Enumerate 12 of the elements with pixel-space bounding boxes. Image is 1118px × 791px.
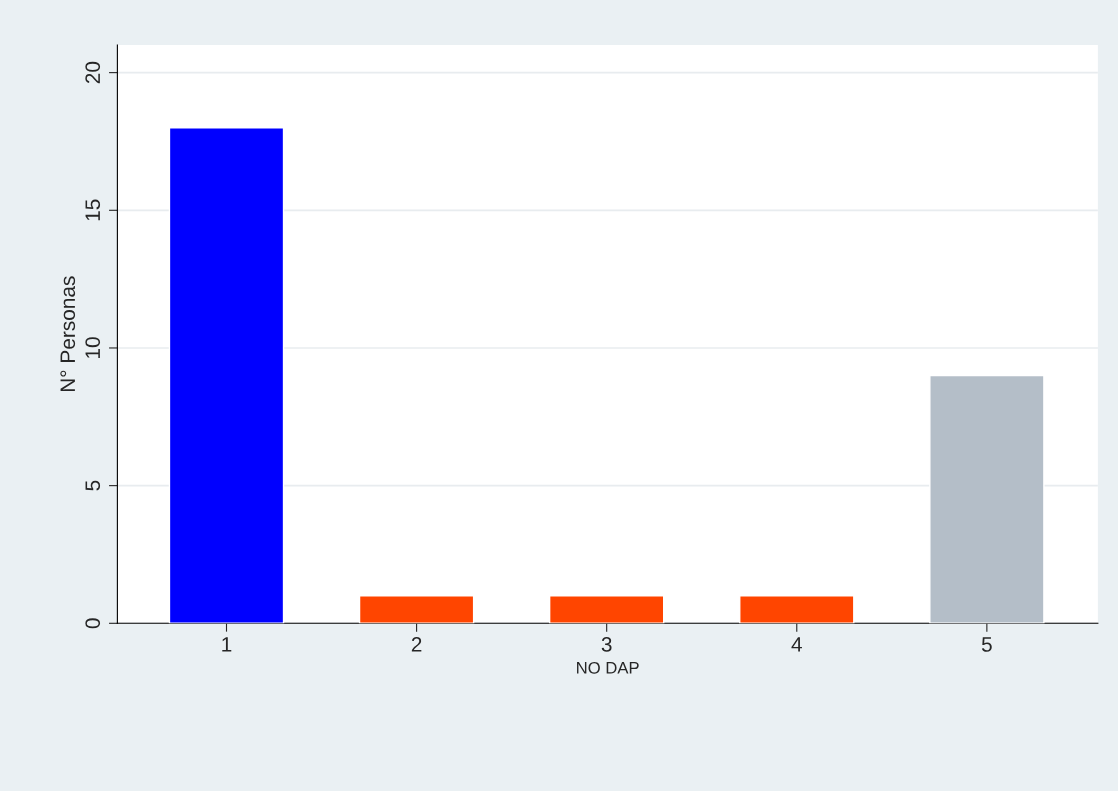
x-tick-label: 1 [222, 637, 232, 652]
y-tick-label: 5 [85, 480, 101, 491]
y-tick-label: 20 [85, 61, 101, 84]
x-tick-label: 5 [981, 637, 992, 652]
x-tick-label: 3 [601, 637, 612, 652]
y-tick-label: 15 [85, 199, 101, 221]
y-tick-label: 0 [85, 618, 101, 629]
y-axis-title: N° Personas [60, 276, 76, 392]
x-tick-label: 2 [411, 637, 422, 652]
x-tick-label: 4 [791, 637, 802, 652]
x-axis-title: NO DAP [577, 661, 639, 674]
y-tick-label: 10 [85, 337, 101, 358]
